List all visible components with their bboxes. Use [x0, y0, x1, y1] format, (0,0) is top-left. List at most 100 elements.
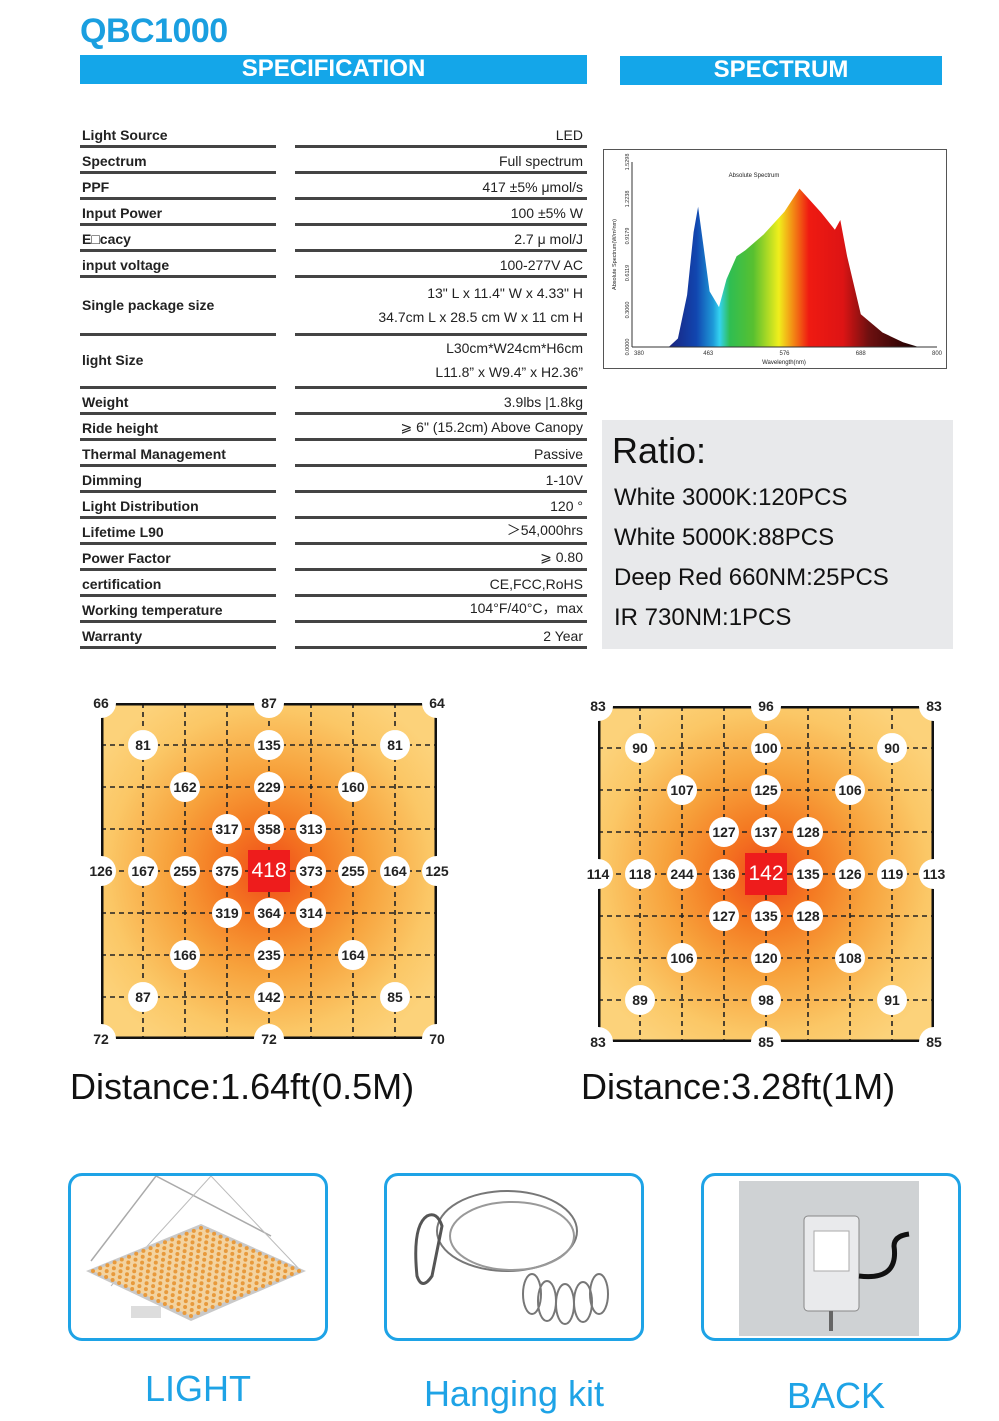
- spectrum-svg: 380 463 576 688 800 0.0000 0.3060 0.6119 0.9179 1…: [612, 154, 943, 366]
- ppfd-value: 235: [254, 940, 284, 970]
- ppfd-value: 119: [877, 859, 907, 889]
- spec-value: LED: [555, 127, 583, 143]
- product-label-back: BACK: [786, 1375, 886, 1416]
- spec-value: 13" L x 11.4" W x 4.33" H: [427, 284, 583, 301]
- ppfd-value: 70: [422, 1024, 452, 1054]
- ppfd-value: 137: [751, 817, 781, 847]
- spec-value: Passive: [533, 446, 583, 462]
- ppfd-value: 87: [128, 982, 158, 1012]
- ppfd-value: 108: [835, 943, 865, 973]
- y-tick-label: 0.9179: [625, 228, 631, 245]
- ppfd-value: 162: [170, 772, 200, 802]
- ppfd-value: 126: [86, 856, 116, 886]
- ppfd-value: 142: [254, 982, 284, 1012]
- spec-value-row: LED: [295, 122, 587, 148]
- ppfd-value: 85: [380, 982, 410, 1012]
- spec-value: 100 ±5% W: [510, 205, 583, 221]
- spec-values: LED Full spectrum 417 ±5% μmol/s 100 ±5% W 2…: [295, 122, 587, 649]
- spec-label: Thermal Management: [82, 446, 226, 462]
- spec-label-row: Warranty: [80, 623, 276, 649]
- spec-label: Power Factor: [82, 550, 171, 566]
- spec-label-row: Spectrum: [80, 148, 276, 174]
- ppfd-value: 135: [254, 730, 284, 760]
- spec-value: 2 Year: [543, 628, 583, 644]
- spec-label: input voltage: [82, 257, 170, 273]
- spec-label-row: PPF: [80, 174, 276, 200]
- y-tick-label: 1.5298: [625, 154, 631, 171]
- ppfd-value: 83: [919, 691, 949, 721]
- ppfd-value: 317: [212, 814, 242, 844]
- ppfd-value: 83: [583, 1027, 613, 1057]
- spec-value: Full spectrum: [498, 153, 583, 169]
- ppfd-value: 164: [338, 940, 368, 970]
- ppfd-value: 373: [296, 856, 326, 886]
- spectrum-area: [668, 188, 919, 347]
- specification-header: SPECIFICATION: [80, 55, 587, 84]
- spec-label: Warranty: [82, 628, 143, 644]
- ppfd-value: 313: [296, 814, 326, 844]
- ppfd-value: 87: [254, 688, 284, 718]
- ppfd-map-0.5m: 66 87 64 81 135 81 162 229 160 317 358 313 126 167 255…: [86, 688, 452, 1054]
- ppfd-value: 229: [254, 772, 284, 802]
- spec-value-row: 13" L x 11.4" W x 4.33" H 34.7cm L x 28.5…: [295, 278, 587, 336]
- spec-value: 3.9lbs |1.8kg: [503, 394, 583, 410]
- product-image-back: [701, 1173, 961, 1341]
- x-tick-label: 688: [856, 351, 867, 357]
- ppfd-value: 167: [128, 856, 158, 886]
- ppfd-value: 118: [625, 859, 655, 889]
- ppfd-value: 85: [751, 1027, 781, 1057]
- spec-value: 417 ±5% μmol/s: [482, 179, 583, 195]
- spec-value-row: 2 Year: [295, 623, 587, 649]
- ppfd-value: 106: [835, 775, 865, 805]
- ppfd-value: 128: [793, 901, 823, 931]
- spec-label-row: Lifetime L90: [80, 519, 276, 545]
- spec-label: Weight: [82, 394, 129, 410]
- spec-label: Light Distribution: [82, 498, 199, 514]
- ratio-item: IR 730NM:1PCS: [614, 604, 792, 631]
- ppfd-value: 107: [667, 775, 697, 805]
- ppfd-value: 166: [170, 940, 200, 970]
- spec-value: 34.7cm L x 28.5 cm W x 11 cm H: [378, 308, 583, 325]
- ppfd-value: 135: [751, 901, 781, 931]
- spec-value-row: 3.9lbs |1.8kg: [295, 389, 587, 415]
- ppfd-value: 81: [380, 730, 410, 760]
- spec-label-row: input voltage: [80, 252, 276, 278]
- spec-label-row: Light Source: [80, 122, 276, 148]
- spec-value: ＞54,000hrs: [506, 522, 583, 538]
- ppfd-value: 364: [254, 898, 284, 928]
- ppfd-value: 126: [835, 859, 865, 889]
- model-title: QBC1000: [80, 12, 228, 50]
- ppfd-value: 375: [212, 856, 242, 886]
- spec-value-row: 1-10V: [295, 467, 587, 493]
- spec-label-row: Working temperature: [80, 597, 276, 623]
- spec-label-row: Thermal Management: [80, 441, 276, 467]
- driver-back-icon: [739, 1181, 919, 1336]
- spec-value-row: ⩾ 6" (15.2cm) Above Canopy: [295, 415, 587, 441]
- ratio-item: White 5000K:88PCS: [614, 524, 835, 551]
- spec-value: ⩾ 0.80: [540, 549, 583, 565]
- spec-label-row: Input Power: [80, 200, 276, 226]
- spec-value-row: L30cm*W24cm*H6cm L11.8” x W9.4” x H2.36”: [295, 336, 587, 389]
- x-tick-label: 380: [634, 351, 645, 357]
- spec-value-row: Passive: [295, 441, 587, 467]
- spec-label: light Size: [82, 352, 144, 368]
- spec-value: 1-10V: [545, 472, 583, 488]
- product-label-hanging-kit: Hanging kit: [423, 1373, 605, 1414]
- spec-label-row: light Size: [80, 336, 276, 389]
- spec-value-row: Full spectrum: [295, 148, 587, 174]
- ppfd-value: 91: [877, 985, 907, 1015]
- ppfd-value: 96: [751, 691, 781, 721]
- ppfd-value: 358: [254, 814, 284, 844]
- ppfd-value: 136: [709, 859, 739, 889]
- spec-value: 100-277V AC: [499, 257, 583, 273]
- spec-label: Input Power: [82, 205, 163, 221]
- spec-value-row: CE,FCC,RoHS: [295, 571, 587, 597]
- ppfd-value: 164: [380, 856, 410, 886]
- ppfd-value: 314: [296, 898, 326, 928]
- spec-label: Light Source: [82, 127, 168, 143]
- spec-value: 2.7 μ mol/J: [514, 231, 583, 247]
- ppfd-value: 319: [212, 898, 242, 928]
- chart-title: Absolute Spectrum: [729, 173, 780, 179]
- ppfd-value: 244: [667, 859, 697, 889]
- spec-value-row: 2.7 μ mol/J: [295, 226, 587, 252]
